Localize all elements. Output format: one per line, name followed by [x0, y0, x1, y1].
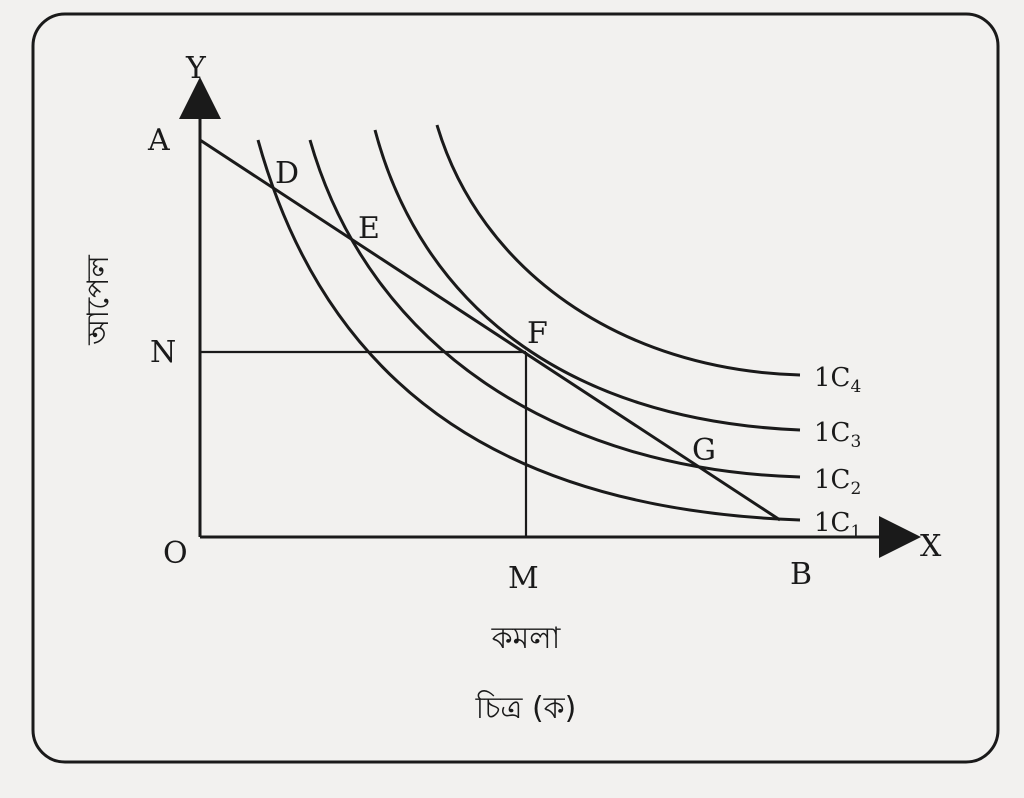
- point-label-f: F: [527, 316, 548, 351]
- x-axis-label: X: [920, 529, 942, 564]
- point-label-b: B: [790, 557, 812, 592]
- point-label-a: A: [147, 123, 170, 158]
- x-axis-title: কমলা: [491, 621, 562, 656]
- curve-label-ic2: 1C2: [814, 465, 861, 499]
- indifference-curve-ic3: [373, 129, 801, 432]
- indifference-curve-ic2: [308, 139, 801, 479]
- point-label-e: E: [358, 211, 380, 246]
- figure-caption: চিত্র (ক): [475, 690, 577, 726]
- point-label-n: N: [150, 335, 176, 370]
- curve-label-ic4: 1C4: [814, 363, 861, 397]
- point-label-d: D: [275, 156, 299, 191]
- origin-label: O: [163, 536, 188, 571]
- point-label-g: G: [692, 433, 716, 468]
- indifference-curve-ic4: [435, 124, 801, 377]
- curve-label-ic3: 1C3: [814, 418, 861, 452]
- budget-line: [199, 138, 781, 522]
- diagram-frame: [31, 12, 1000, 764]
- y-axis-label: Y: [185, 51, 207, 86]
- point-label-m: M: [508, 561, 539, 596]
- curve-label-ic1: 1C1: [814, 508, 861, 542]
- y-axis-title: আপেল: [81, 254, 116, 345]
- indifference-curve-ic1: [256, 139, 801, 522]
